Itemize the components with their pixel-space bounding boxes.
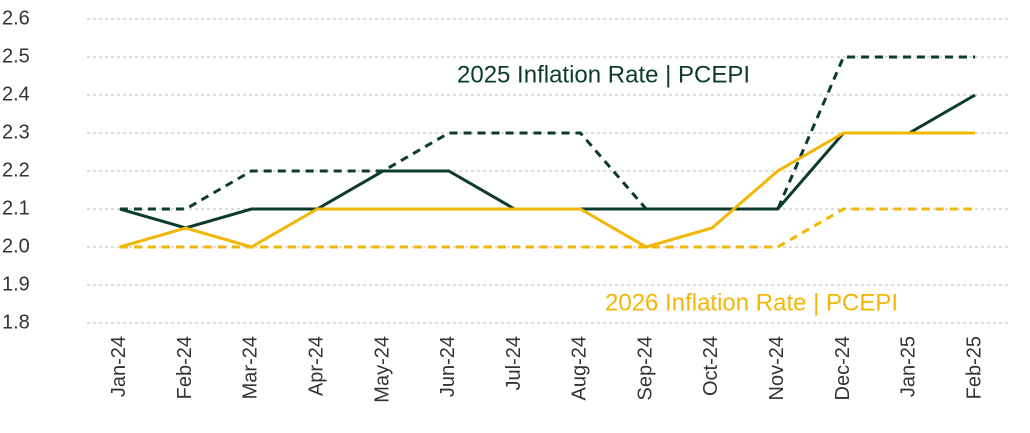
x-tick-label: Sep-24 [634,336,656,401]
x-tick-label: Jul-24 [503,336,525,390]
y-tick-label: 2.1 [2,197,30,219]
y-tick-label: 2.6 [2,7,30,29]
annotation: 2026 Inflation Rate | PCEPI [605,289,898,316]
y-tick-label: 2.4 [2,83,30,105]
x-tick-label: Oct-24 [700,336,722,396]
y-tick-label: 1.8 [2,311,30,333]
y-tick-label: 2.2 [2,159,30,181]
x-tick-label: Feb-24 [174,336,196,399]
x-tick-label: Feb-25 [963,336,985,399]
x-tick-label: Dec-24 [832,336,854,400]
y-tick-label: 2.0 [2,235,30,257]
series-line [119,207,976,249]
x-tick-label: Apr-24 [306,336,328,396]
series-line [119,131,976,249]
x-tick-label: May-24 [371,336,393,403]
x-tick-label: Jun-24 [437,336,459,397]
y-tick-label: 2.5 [2,45,30,67]
x-tick-label: Jan-24 [108,336,130,397]
y-tick-label: 2.3 [2,121,30,143]
x-tick-label: Mar-24 [240,336,262,399]
x-tick-label: Aug-24 [569,336,591,401]
x-tick-label: Jan-25 [898,336,920,397]
annotation: 2025 Inflation Rate | PCEPI [457,61,750,88]
x-tick-label: Nov-24 [766,336,788,400]
y-tick-label: 1.9 [2,273,30,295]
